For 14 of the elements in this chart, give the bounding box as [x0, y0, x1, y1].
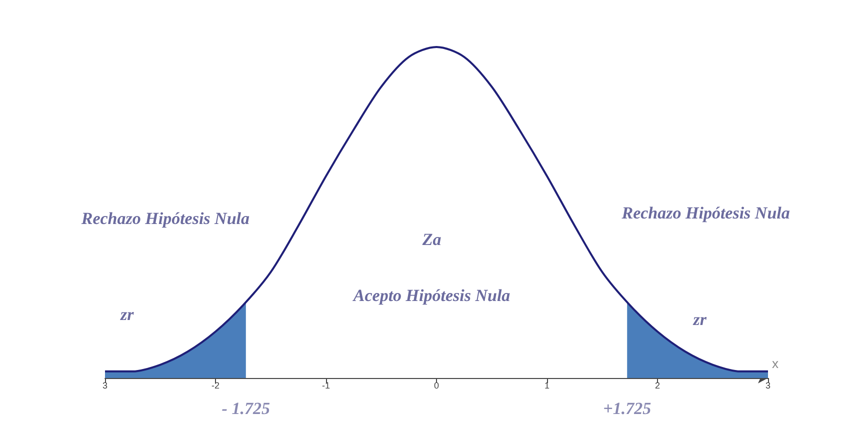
annotation: Acepto Hipótesis Nula — [352, 286, 511, 306]
annotation: Rechazo Hipótesis Nula — [620, 204, 790, 223]
x-tick-label: 3 — [765, 380, 771, 390]
annotation: Rechazo Hipótesis Nula — [80, 209, 250, 228]
annotation: - 1.725 — [222, 399, 270, 418]
x-axis-title: x — [772, 356, 779, 371]
annotation: zr — [120, 304, 134, 324]
annotation: zr — [692, 310, 707, 330]
annotation: Za — [421, 230, 442, 250]
annotation: +1.725 — [603, 399, 652, 418]
x-tick-label: 3 — [102, 380, 108, 390]
x-tick-label: -2 — [211, 380, 220, 390]
x-tick-label: -1 — [322, 380, 330, 390]
x-tick-label: 1 — [544, 380, 550, 390]
